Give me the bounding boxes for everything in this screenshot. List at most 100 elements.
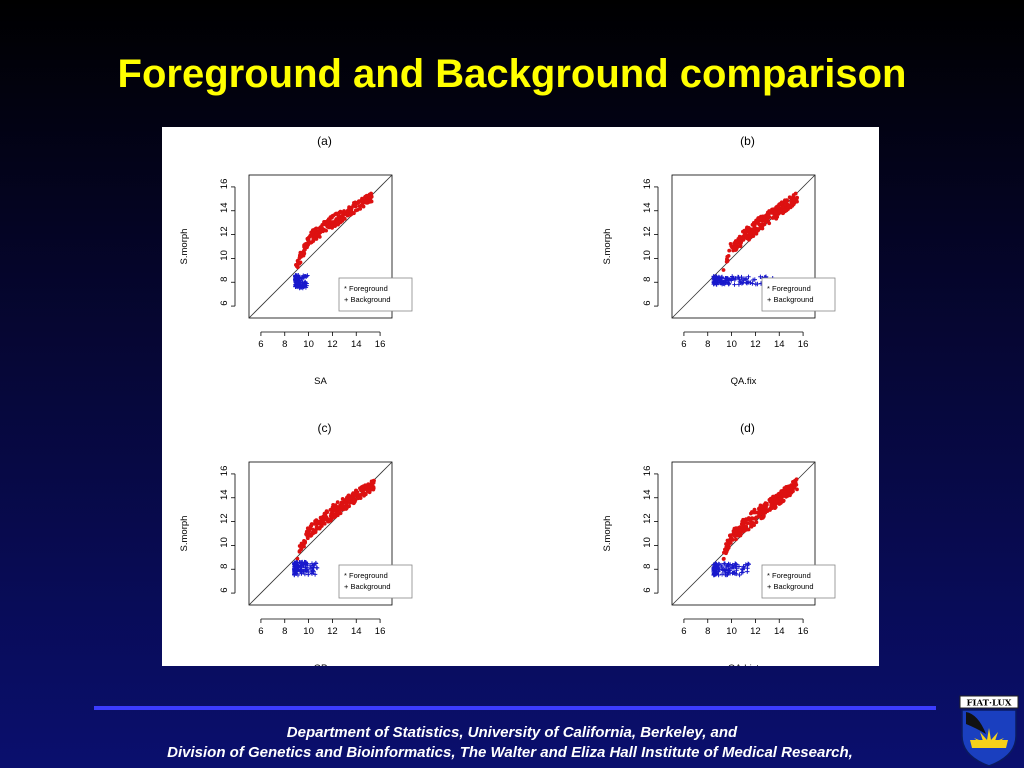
background-point bbox=[302, 571, 308, 577]
foreground-point bbox=[790, 201, 794, 206]
background-point bbox=[720, 568, 726, 573]
foreground-point bbox=[370, 480, 375, 485]
foreground-point bbox=[309, 533, 313, 538]
foreground-point bbox=[342, 217, 347, 221]
foreground-point bbox=[308, 240, 313, 245]
background-point bbox=[298, 563, 303, 568]
x-tick-label: 6 bbox=[681, 339, 686, 350]
background-point bbox=[736, 564, 742, 569]
foreground-point bbox=[300, 544, 305, 549]
background-point bbox=[752, 277, 757, 282]
y-tick-label: 10 bbox=[219, 250, 230, 261]
foreground-point bbox=[360, 201, 365, 206]
footer-line-2: Division of Genetics and Bioinformatics,… bbox=[167, 744, 853, 761]
foreground-point bbox=[752, 516, 756, 521]
x-axis-label: QA.hist bbox=[728, 663, 760, 666]
uc-seal-logo: FIAT·LUX bbox=[959, 695, 1019, 767]
x-tick-label: 16 bbox=[375, 626, 386, 637]
foreground-point bbox=[736, 533, 740, 538]
y-tick-label: 12 bbox=[219, 513, 230, 524]
foreground-point bbox=[792, 197, 796, 202]
y-axis-label: S.morph bbox=[602, 229, 613, 265]
background-point bbox=[711, 281, 716, 287]
legend-entry: * Foreground bbox=[767, 284, 811, 293]
foreground-point bbox=[346, 493, 351, 498]
foreground-point bbox=[770, 506, 775, 510]
x-tick-label: 8 bbox=[705, 626, 710, 637]
background-point bbox=[292, 571, 297, 576]
foreground-point bbox=[363, 483, 368, 488]
background-point bbox=[297, 280, 302, 285]
background-point bbox=[714, 278, 719, 283]
foreground-point bbox=[305, 526, 310, 531]
x-tick-label: 12 bbox=[327, 339, 338, 350]
foreground-point bbox=[329, 224, 334, 229]
legend-entry: * Foreground bbox=[344, 571, 388, 580]
x-tick-label: 10 bbox=[303, 626, 314, 637]
x-tick-label: 14 bbox=[774, 626, 785, 637]
background-point bbox=[741, 278, 746, 283]
foreground-point bbox=[368, 484, 373, 488]
foreground-point bbox=[333, 514, 338, 519]
y-tick-label: 10 bbox=[642, 537, 653, 548]
foreground-point bbox=[335, 500, 340, 504]
foreground-point bbox=[356, 496, 361, 501]
x-tick-label: 12 bbox=[750, 339, 761, 350]
background-point bbox=[293, 565, 298, 570]
foreground-point bbox=[725, 542, 730, 547]
background-point bbox=[748, 280, 753, 285]
foreground-point bbox=[294, 264, 299, 269]
background-point bbox=[717, 275, 723, 280]
foreground-point bbox=[731, 248, 736, 253]
foreground-point bbox=[338, 220, 343, 224]
background-point bbox=[746, 274, 751, 279]
background-point bbox=[304, 561, 309, 566]
background-point bbox=[723, 280, 728, 285]
foreground-point bbox=[362, 493, 366, 497]
foreground-point bbox=[768, 498, 772, 503]
y-tick-label: 8 bbox=[219, 564, 230, 569]
x-tick-label: 8 bbox=[705, 339, 710, 350]
foreground-point bbox=[335, 220, 340, 225]
background-point bbox=[744, 280, 749, 285]
foreground-point bbox=[776, 204, 780, 209]
foreground-point bbox=[749, 524, 753, 528]
foreground-point bbox=[349, 208, 354, 213]
foreground-point bbox=[297, 256, 302, 261]
background-point bbox=[303, 274, 308, 279]
x-tick-label: 8 bbox=[282, 339, 287, 350]
foreground-point bbox=[344, 502, 349, 507]
background-point bbox=[731, 570, 737, 575]
background-point bbox=[729, 278, 734, 283]
y-tick-label: 14 bbox=[219, 202, 230, 213]
foreground-point bbox=[295, 556, 300, 561]
background-point bbox=[298, 276, 304, 282]
background-point bbox=[303, 285, 309, 290]
background-point bbox=[713, 561, 719, 567]
x-tick-label: 16 bbox=[375, 339, 386, 350]
y-tick-label: 16 bbox=[642, 179, 653, 190]
background-point bbox=[745, 561, 751, 566]
x-tick-label: 10 bbox=[303, 339, 314, 350]
foreground-point bbox=[302, 245, 307, 250]
x-tick-label: 6 bbox=[681, 626, 686, 637]
background-point bbox=[712, 568, 717, 573]
background-point bbox=[297, 285, 302, 291]
y-tick-label: 14 bbox=[642, 489, 653, 500]
y-tick-label: 8 bbox=[219, 277, 230, 282]
x-tick-label: 10 bbox=[726, 626, 737, 637]
svg-text:FIAT·LUX: FIAT·LUX bbox=[967, 699, 1012, 709]
legend-box bbox=[338, 564, 413, 599]
foreground-point bbox=[304, 532, 308, 537]
background-point bbox=[312, 572, 318, 577]
foreground-point bbox=[729, 536, 734, 541]
background-point bbox=[296, 564, 301, 569]
foreground-point bbox=[762, 510, 767, 514]
x-tick-label: 14 bbox=[774, 339, 785, 350]
foreground-point bbox=[297, 549, 302, 553]
background-point bbox=[724, 276, 730, 281]
panel-gp: (c) 6 8 10 12 14 16 GP 6 8 10 12 14 16 S.morph * Foregr… bbox=[179, 421, 413, 666]
background-point bbox=[314, 565, 320, 571]
foreground-point bbox=[345, 208, 350, 213]
x-tick-label: 12 bbox=[750, 626, 761, 637]
